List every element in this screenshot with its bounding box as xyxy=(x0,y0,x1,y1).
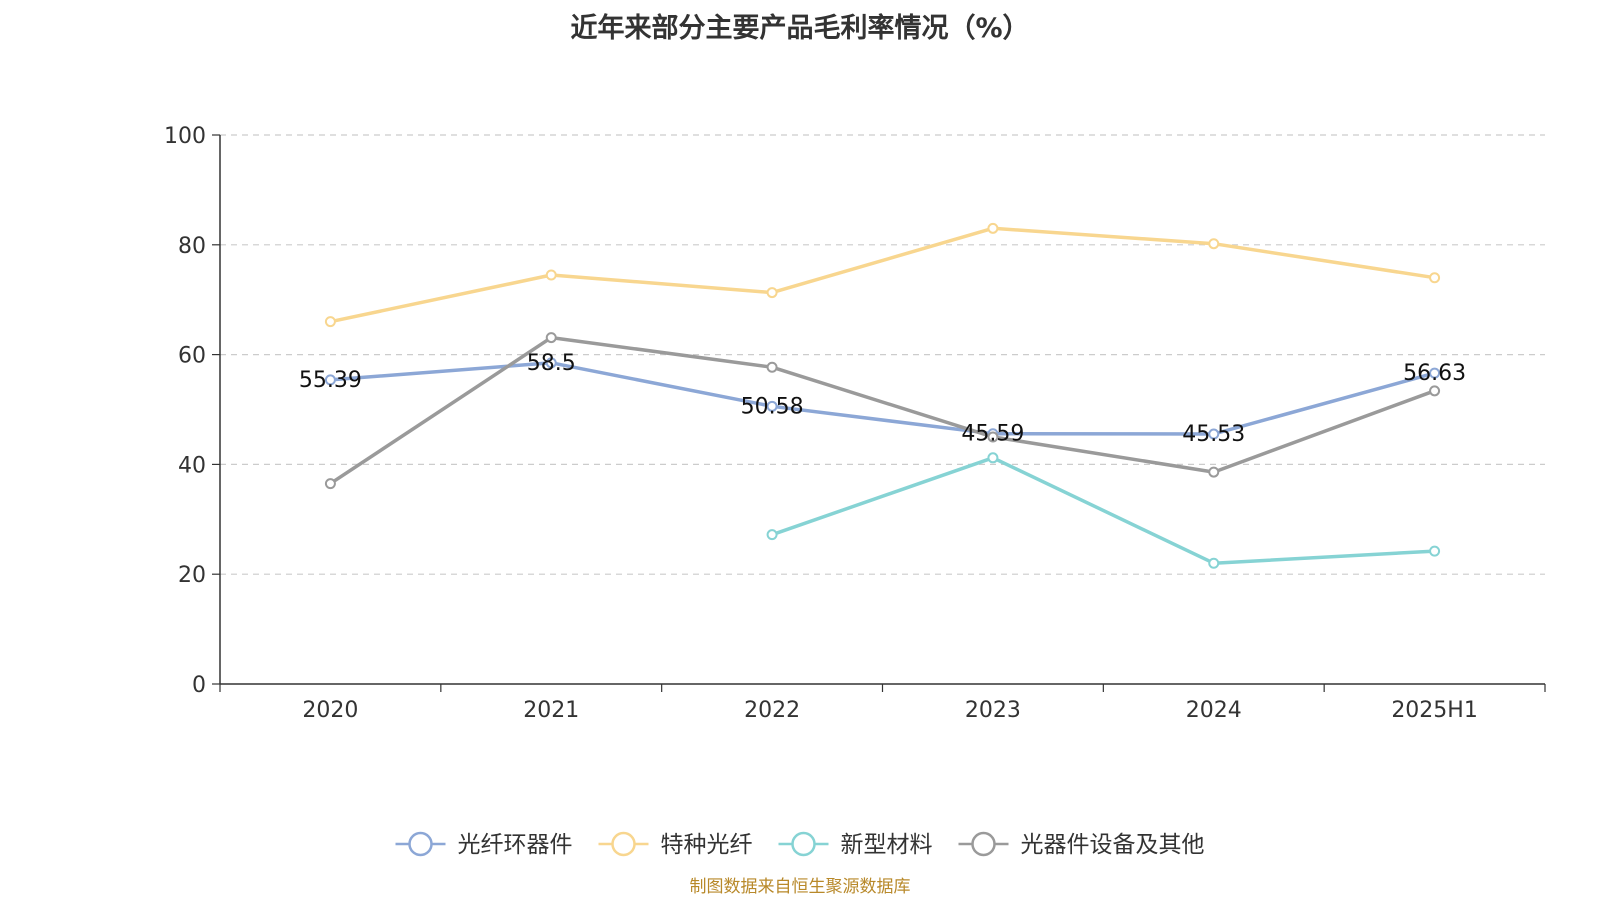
data-point xyxy=(324,374,336,386)
data-point xyxy=(1429,385,1441,397)
gridlines xyxy=(220,134,1545,575)
series-line xyxy=(328,361,1437,436)
data-point xyxy=(1429,367,1441,379)
legend-item[interactable]: 特种光纤 xyxy=(598,831,753,858)
y-tick-label: 20 xyxy=(178,563,206,588)
data-point xyxy=(766,287,778,299)
series-line xyxy=(328,335,1437,486)
x-tick-label: 2025H1 xyxy=(1391,698,1478,723)
source-note: 制图数据来自恒生聚源数据库 xyxy=(689,877,911,897)
y-tick-label: 40 xyxy=(178,453,206,478)
y-tick-label: 100 xyxy=(164,124,206,149)
chart-title: 近年来部分主要产品毛利率情况（%） xyxy=(570,13,1030,44)
data-point xyxy=(766,400,778,412)
legend-label: 光器件设备及其他 xyxy=(1021,832,1205,858)
series-line xyxy=(328,226,1437,324)
x-tick-label: 2020 xyxy=(302,698,358,723)
data-label: 50.58 xyxy=(741,394,804,419)
data-point xyxy=(987,431,999,443)
legend-item[interactable]: 新型材料 xyxy=(778,831,933,858)
y-tick-label: 80 xyxy=(178,234,206,259)
data-point xyxy=(545,269,557,281)
data-label: 55.39 xyxy=(299,368,362,393)
data-point xyxy=(324,478,336,490)
data-point xyxy=(324,316,336,328)
data-label: 56.63 xyxy=(1403,361,1466,386)
y-tick-label: 60 xyxy=(178,344,206,369)
x-tick-label: 2024 xyxy=(1186,698,1242,723)
legend[interactable]: 光纤环器件 特种光纤 新型材料 光器件设备及其他 xyxy=(395,831,1205,858)
legend-item[interactable]: 光纤环器件 xyxy=(395,831,573,858)
data-label: 45.53 xyxy=(1182,422,1245,447)
data-point xyxy=(987,452,999,464)
legend-item[interactable]: 光器件设备及其他 xyxy=(958,831,1205,858)
y-tick-label: 0 xyxy=(192,673,206,698)
legend-label: 光纤环器件 xyxy=(458,832,573,858)
legend-marker xyxy=(408,831,433,857)
legend-label: 新型材料 xyxy=(841,832,933,858)
legend-marker xyxy=(791,831,816,857)
data-point xyxy=(1208,466,1220,478)
axes: 0 20 40 60 80 100 2020 2021 2022 2023 2024 2025H1 xyxy=(164,124,1546,723)
x-tick-label: 2022 xyxy=(744,698,800,723)
legend-marker xyxy=(611,831,636,857)
data-point xyxy=(1429,272,1441,284)
data-point xyxy=(1208,428,1220,440)
data-point xyxy=(766,361,778,373)
data-point xyxy=(1429,545,1441,557)
legend-label: 特种光纤 xyxy=(661,832,753,858)
data-label: 45.59 xyxy=(961,422,1024,447)
x-tick-label: 2021 xyxy=(523,698,579,723)
legend-marker xyxy=(971,831,996,857)
data-point xyxy=(545,332,557,344)
data-point xyxy=(987,222,999,234)
series-line xyxy=(770,456,1437,565)
data-point xyxy=(1208,557,1220,569)
x-tick-label: 2023 xyxy=(965,698,1021,723)
data-point xyxy=(545,357,557,369)
data-labels: 55.39 58.5 50.58 45.59 45.53 56.63 xyxy=(299,351,1466,447)
data-label: 58.5 xyxy=(527,351,576,376)
data-point xyxy=(1208,238,1220,250)
data-point xyxy=(766,529,778,541)
series-lines xyxy=(324,222,1441,569)
